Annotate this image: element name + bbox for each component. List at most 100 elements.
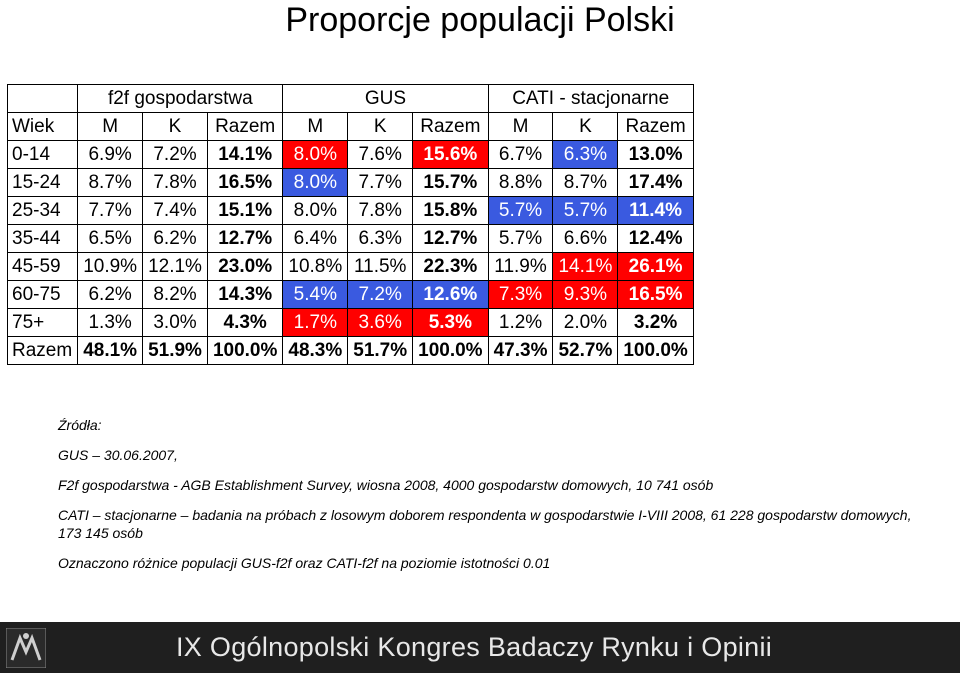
table-cell: 6.4% — [282, 224, 349, 253]
table-cell: 14.3% — [206, 280, 284, 309]
column-header: K — [142, 112, 208, 141]
table-cell: 48.3% — [282, 336, 349, 365]
table-cell: 6.2% — [142, 224, 208, 253]
table-cell: 16.5% — [617, 280, 694, 309]
table-cell: 8.8% — [487, 168, 554, 197]
column-header: K — [552, 112, 619, 141]
congress-logo-icon — [4, 626, 48, 670]
table-cell: 10.9% — [77, 252, 144, 281]
table-cell: 1.7% — [282, 308, 349, 337]
table-cell: 7.7% — [347, 168, 414, 197]
table-cell: 8.7% — [552, 168, 619, 197]
column-header: M — [487, 112, 554, 141]
sources-heading: Źródła: — [58, 417, 102, 433]
table-cell: 100.0% — [412, 336, 489, 365]
table-cell: 15.6% — [412, 140, 489, 169]
column-header: Razem — [206, 112, 284, 141]
column-header: M — [282, 112, 349, 141]
table-cell: 5.7% — [552, 196, 619, 225]
table-cell: 11.5% — [347, 252, 414, 281]
age-group-label: 25-34 — [6, 196, 79, 225]
table-row: 15-24 8.7% 7.8% 16.5% 8.0% 7.7% 15.7% 8.8% 8.7% 1… — [6, 168, 694, 197]
age-header: Wiek — [6, 112, 79, 141]
age-group-label: 15-24 — [6, 168, 79, 197]
table-row: 25-34 7.7% 7.4% 15.1% 8.0% 7.8% 15.8% 5.7% 5.7% 1… — [6, 196, 694, 225]
table-row: 60-75 6.2% 8.2% 14.3% 5.4% 7.2% 12.6% 7.3% 9.3% 1… — [6, 280, 694, 309]
table-cell: 15.1% — [206, 196, 284, 225]
source-cati: CATI – stacjonarne – badania na próbach … — [58, 507, 912, 541]
table-cell: 7.6% — [347, 140, 414, 169]
table-cell: 8.0% — [282, 168, 349, 197]
source-f2f: F2f gospodarstwa - AGB Establishment Sur… — [58, 477, 714, 493]
footer-title: IX Ogólnopolski Kongres Badaczy Rynku i … — [176, 632, 773, 662]
table-cell: 16.5% — [206, 168, 284, 197]
table-cell: 8.2% — [142, 280, 208, 309]
table-cell: 12.6% — [412, 280, 489, 309]
table-cell: 14.1% — [552, 252, 619, 281]
source-gus: GUS – 30.06.2007, — [58, 447, 178, 463]
source-note: Oznaczono różnice populacji GUS-f2f oraz… — [58, 555, 551, 571]
table-cell: 15.7% — [412, 168, 489, 197]
table-cell: 47.3% — [487, 336, 554, 365]
table-cell: 13.0% — [617, 140, 694, 169]
table-cell: 12.7% — [412, 224, 489, 253]
table-cell: 48.1% — [77, 336, 144, 365]
table-cell: 6.2% — [77, 280, 144, 309]
table-cell: 11.4% — [617, 196, 694, 225]
table-cell: 22.3% — [412, 252, 489, 281]
column-header: M — [77, 112, 144, 141]
table-cell: 51.9% — [142, 336, 208, 365]
column-header: Razem — [617, 112, 694, 141]
table-cell: 5.7% — [487, 196, 554, 225]
table-cell: 3.6% — [347, 308, 414, 337]
table-cell: 7.2% — [142, 140, 208, 169]
sources-section: Źródła: GUS – 30.06.2007, F2f gospodarst… — [58, 416, 918, 584]
table-cell: 7.4% — [142, 196, 208, 225]
table-cell: 3.0% — [142, 308, 208, 337]
age-group-label: 35-44 — [6, 224, 79, 253]
table-cell: 12.1% — [142, 252, 208, 281]
table-cell: 26.1% — [617, 252, 694, 281]
column-header: K — [347, 112, 414, 141]
group-header-row: f2f gospodarstwa GUS CATI - stacjonarne — [6, 84, 694, 113]
population-table: f2f gospodarstwa GUS CATI - stacjonarne Wie… — [6, 84, 694, 365]
age-group-label: 60-75 — [6, 280, 79, 309]
table-cell: 7.2% — [347, 280, 414, 309]
table-row: 75+ 1.3% 3.0% 4.3% 1.7% 3.6% 5.3% 1.2% 2.0% 3.2% — [6, 308, 694, 337]
table-row: 35-44 6.5% 6.2% 12.7% 6.4% 6.3% 12.7% 5.7% 6.6% 1… — [6, 224, 694, 253]
age-group-label: 0-14 — [6, 140, 79, 169]
table-cell: 4.3% — [206, 308, 284, 337]
table-cell: 8.0% — [282, 196, 349, 225]
table-row: Razem 48.1% 51.9% 100.0% 48.3% 51.7% 100.0% 47.… — [6, 336, 694, 365]
table-cell: 17.4% — [617, 168, 694, 197]
table-cell: 52.7% — [552, 336, 619, 365]
column-header-row: Wiek M K Razem M K Razem M K Razem — [6, 112, 694, 141]
table-cell: 6.6% — [552, 224, 619, 253]
table-cell: 7.3% — [487, 280, 554, 309]
table-cell: 14.1% — [206, 140, 284, 169]
table-cell: 51.7% — [347, 336, 414, 365]
footer-banner: IX Ogólnopolski Kongres Badaczy Rynku i … — [0, 622, 960, 673]
table-cell: 1.3% — [77, 308, 144, 337]
table-cell: 5.7% — [487, 224, 554, 253]
table-cell: 6.3% — [347, 224, 414, 253]
table-cell: 10.8% — [282, 252, 349, 281]
table-cell: 1.2% — [487, 308, 554, 337]
group-header: f2f gospodarstwa — [77, 84, 284, 113]
table-cell: 23.0% — [206, 252, 284, 281]
group-header: CATI - stacjonarne — [487, 84, 694, 113]
table-cell: 2.0% — [552, 308, 619, 337]
table-cell: 100.0% — [617, 336, 694, 365]
table-cell: 8.0% — [282, 140, 349, 169]
table-cell: 15.8% — [412, 196, 489, 225]
table-row: 0-14 6.9% 7.2% 14.1% 8.0% 7.6% 15.6% 6.7% 6.3% 13… — [6, 140, 694, 169]
table-cell: 6.9% — [77, 140, 144, 169]
table-cell: 7.7% — [77, 196, 144, 225]
column-header: Razem — [412, 112, 489, 141]
page-title: Proporcje populacji Polski — [285, 1, 675, 39]
table-cell: 6.5% — [77, 224, 144, 253]
table-row: 45-59 10.9% 12.1% 23.0% 10.8% 11.5% 22.3% 11.9%… — [6, 252, 694, 281]
table-cell: 8.7% — [77, 168, 144, 197]
age-group-label: 75+ — [6, 308, 79, 337]
table-cell: 7.8% — [142, 168, 208, 197]
